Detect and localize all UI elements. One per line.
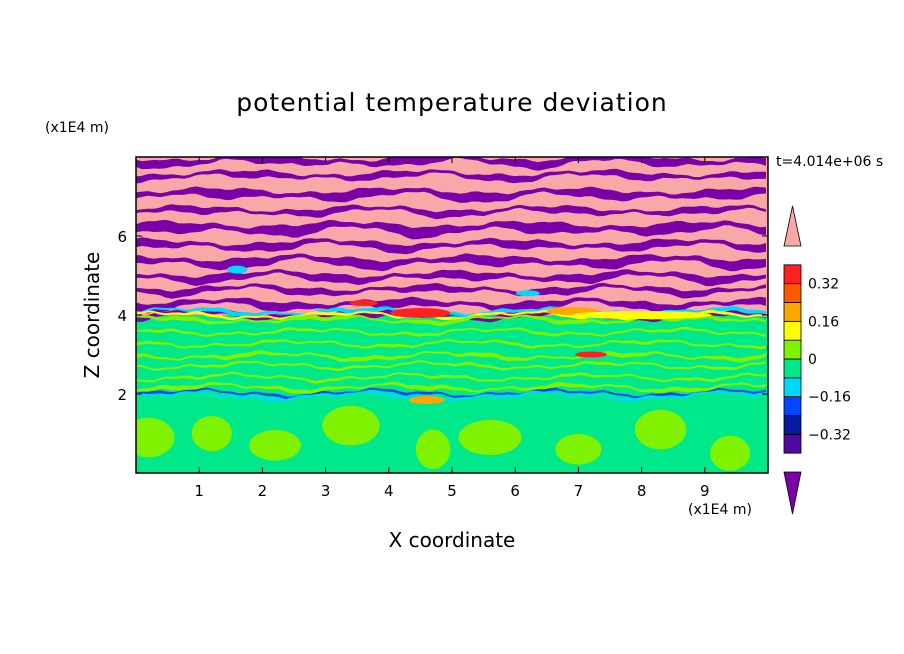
colorbar: 0.32 0.16 0 −0.16 −0.32 [783,205,851,515]
hot-spot-5 [227,265,248,274]
colorbar-extend-bottom [783,471,802,515]
x-tick-label: 9 [700,482,710,500]
x-tick-label: 2 [258,482,268,500]
colorbar-tick-label: 0 [808,352,817,368]
colorbar-tick-label: −0.32 [808,427,851,443]
negative-layer-6 [136,253,766,272]
negative-layer-7 [136,269,766,287]
negative-layer-2 [136,186,766,203]
x-tick-label: 4 [384,482,394,500]
lower-positive-blob-5 [458,419,522,456]
negative-layer-8 [136,282,766,299]
colorbar-tick-label: 0.32 [808,277,839,293]
colorbar-segment [783,358,802,379]
chart-title: potential temperature deviation [236,88,668,117]
mid-blue-layer [136,387,766,400]
y-axis-ticks: 2 4 6 [117,228,768,404]
hot-spot-7 [515,290,540,297]
x-tick-label: 6 [510,482,520,500]
x-tick-label: 1 [194,482,204,500]
lower-positive-blob-6 [555,433,602,465]
mid-cyan-layer [136,390,766,402]
colorbar-segment [783,283,802,303]
negative-layer-5 [136,237,766,255]
mid-positive-layer-1 [136,338,766,350]
negative-layer-9 [136,296,766,314]
hot-spot-4 [349,300,378,307]
negative-layer-0 [136,157,766,171]
transition-lime-layer [136,314,766,327]
negative-layer-3 [136,204,766,220]
time-label: t=4.014e+06 s [776,154,884,170]
mid-positive-layer-2 [136,350,766,363]
lower-positive-blob-7 [634,409,687,450]
x-tick-label: 3 [321,482,331,500]
y-tick-label: 4 [117,307,127,325]
negative-layer-10 [136,308,766,323]
lower-positive-blob-0 [136,417,175,458]
mid-positive-layer-0 [136,326,766,337]
colorbar-tick-label: 0.16 [808,314,839,330]
negative-layer-4 [136,219,766,240]
lower-positive-blob-3 [322,405,380,446]
lower-positive-blob-4 [415,429,451,470]
negative-layer-1 [136,168,766,184]
colorbar-segment [783,320,802,341]
lower-positive-blob-1 [191,415,232,452]
hot-spot-3 [408,395,445,404]
x-axis-label: X coordinate [388,528,516,552]
colorbar-segment [783,264,802,285]
x-axis-ticks: 1 2 3 4 5 6 7 8 9 [194,157,710,500]
x-tick-label: 8 [637,482,647,500]
colorbar-segment [783,396,802,416]
hot-spot-0 [390,308,451,319]
x-tick-label: 5 [447,482,457,500]
hot-spot-2 [571,311,712,319]
colorbar-segment [783,339,802,360]
hot-spot-6 [575,351,608,358]
colorbar-segment [783,302,802,322]
x-axis-unit: (x1E4 m) [688,502,752,518]
colorbar-extend-top [783,205,802,247]
mid-positive-layer-4 [136,371,766,384]
colorbar-segment [783,415,802,435]
colorbar-tick-label: −0.16 [808,390,851,406]
mid-positive-layer-3 [136,360,766,372]
colorbar-segment [783,433,802,454]
colorbar-segment [783,377,802,398]
y-axis-unit: (x1E4 m) [45,120,109,136]
y-tick-label: 6 [117,228,127,246]
lower-positive-blob-2 [249,429,301,461]
mid-positive-layer-5 [136,381,766,395]
x-tick-label: 7 [574,482,584,500]
heatmap-field [136,157,768,473]
y-tick-label: 2 [117,386,127,404]
lower-positive-blob-8 [709,435,751,471]
